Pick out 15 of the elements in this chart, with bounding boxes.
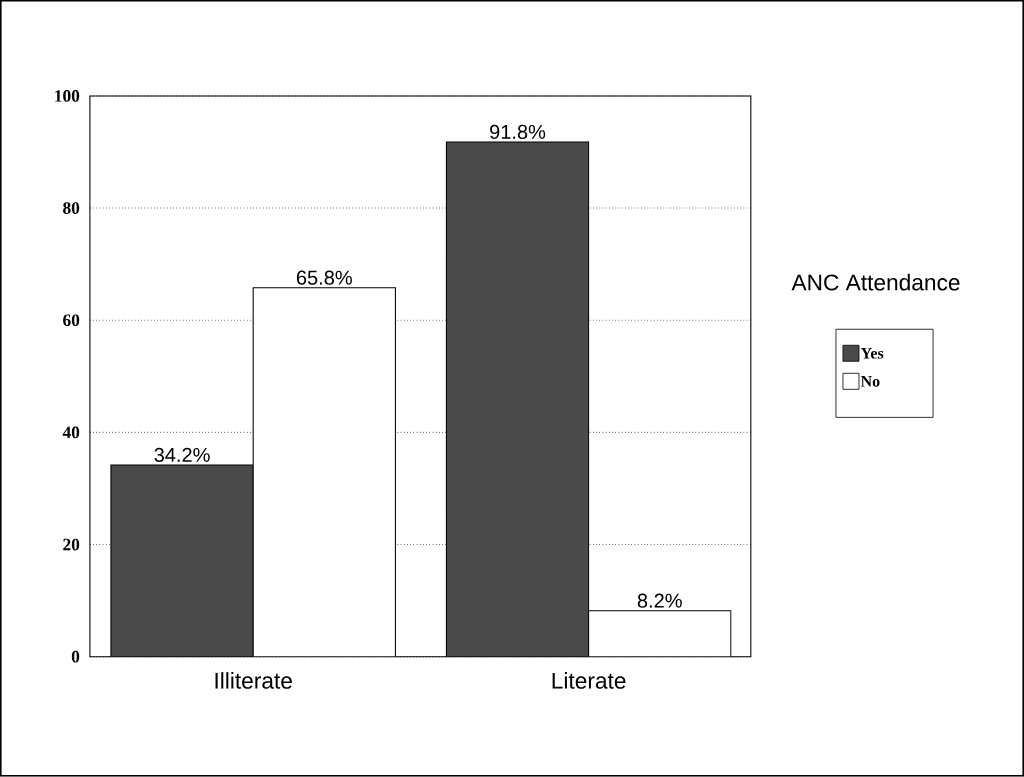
x-tick-label: Illiterate [215,672,292,689]
data-label: 34.2% [154,447,210,463]
y-tick-label: 60 [63,314,80,327]
legend-label: Yes [860,348,884,359]
legend-label: No [860,376,880,387]
data-label: 65.8% [296,270,352,285]
y-tick-label: 0 [71,651,80,663]
x-tick-label: Literate [552,672,626,689]
y-tick-label: 80 [63,202,80,215]
data-label: 8.2% [637,593,682,608]
y-tick-label: 40 [62,426,80,439]
legend-title: ANC Attendance [791,274,960,291]
y-tick-label: 100 [55,90,80,102]
data-label: 91.8% [490,124,546,140]
y-tick-label: 20 [63,538,80,551]
